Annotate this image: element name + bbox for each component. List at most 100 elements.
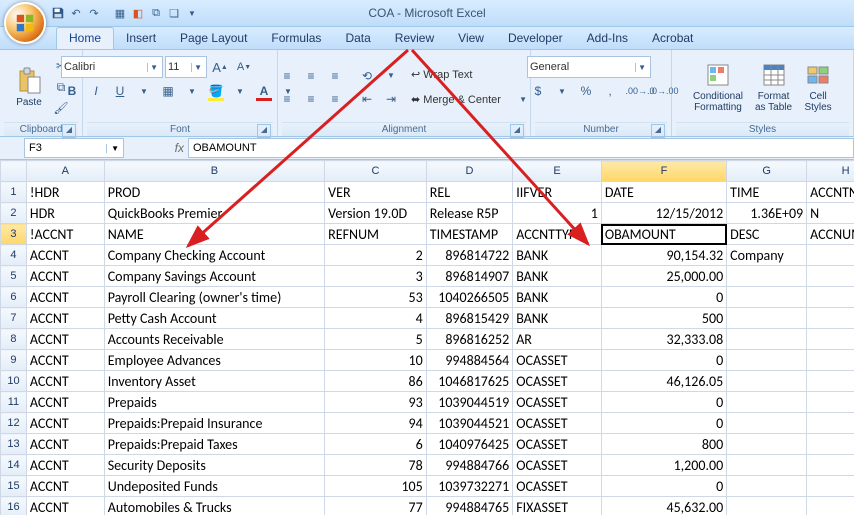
column-header-G[interactable]: G: [727, 161, 807, 182]
cell[interactable]: 1.36E+09: [727, 203, 807, 224]
cell[interactable]: Prepaids:Prepaid Insurance: [104, 413, 324, 434]
cell[interactable]: NAME: [104, 224, 324, 245]
cell[interactable]: HDR: [26, 203, 104, 224]
cell[interactable]: 1252: [807, 434, 854, 455]
cell[interactable]: 32,333.08: [601, 329, 726, 350]
cell[interactable]: TIMESTAMP: [426, 224, 512, 245]
cell[interactable]: DATE: [601, 182, 726, 203]
cell[interactable]: ACCNT: [26, 434, 104, 455]
cell[interactable]: 1310: [807, 350, 854, 371]
cell[interactable]: TIME: [727, 182, 807, 203]
row-header-16[interactable]: 16: [1, 497, 27, 515]
row-header-13[interactable]: 13: [1, 434, 27, 455]
cell[interactable]: 25,000.00: [601, 266, 726, 287]
tab-view[interactable]: View: [446, 28, 496, 49]
cell[interactable]: 1500: [807, 476, 854, 497]
format-as-table-button[interactable]: Format as Table: [750, 58, 797, 116]
cell[interactable]: [727, 434, 807, 455]
cell[interactable]: Company: [727, 245, 807, 266]
cell[interactable]: 46,126.05: [601, 371, 726, 392]
row-header-1[interactable]: 1: [1, 182, 27, 203]
cell[interactable]: 90,154.32: [601, 245, 726, 266]
cell[interactable]: 896814907: [426, 266, 512, 287]
cell[interactable]: 800: [601, 434, 726, 455]
cell[interactable]: OBAMOUNT: [601, 224, 726, 245]
cell[interactable]: VER: [325, 182, 427, 203]
italic-icon[interactable]: I: [85, 81, 107, 101]
increase-indent-icon[interactable]: ⇥: [380, 89, 402, 109]
spreadsheet-grid[interactable]: ABCDEFGH 1!HDRPRODVERRELIIFVERDATETIMEAC…: [0, 160, 854, 515]
tab-add-ins[interactable]: Add-Ins: [575, 28, 640, 49]
cell[interactable]: 896814722: [426, 245, 512, 266]
cell[interactable]: 12/15/2012: [601, 203, 726, 224]
cell[interactable]: Prepaids: [104, 392, 324, 413]
clipboard-dialog-launcher[interactable]: ◢: [62, 124, 76, 138]
cell[interactable]: [727, 308, 807, 329]
cell[interactable]: [727, 413, 807, 434]
column-header-H[interactable]: H: [807, 161, 854, 182]
cell[interactable]: [727, 455, 807, 476]
cell[interactable]: 6: [325, 434, 427, 455]
comma-icon[interactable]: ,: [599, 81, 621, 101]
cell[interactable]: [727, 350, 807, 371]
cell[interactable]: 0: [601, 350, 726, 371]
name-box[interactable]: F3▼: [24, 138, 124, 158]
cell[interactable]: 1210: [807, 329, 854, 350]
row-header-3[interactable]: 3: [1, 224, 27, 245]
select-all-corner[interactable]: [1, 161, 27, 182]
cell[interactable]: 94: [325, 413, 427, 434]
decrease-indent-icon[interactable]: ⇤: [356, 89, 378, 109]
border-icon[interactable]: ▦: [157, 81, 179, 101]
cell[interactable]: Inventory Asset: [104, 371, 324, 392]
cell[interactable]: 3: [325, 266, 427, 287]
cell[interactable]: AR: [513, 329, 602, 350]
cell[interactable]: 1255: [807, 413, 854, 434]
cell[interactable]: 500: [601, 308, 726, 329]
font-family-combo[interactable]: Calibri▼: [61, 56, 163, 78]
cell[interactable]: ACCNT: [26, 371, 104, 392]
fx-button[interactable]: fx: [124, 141, 188, 155]
column-header-A[interactable]: A: [26, 161, 104, 182]
cell[interactable]: ACCNTTYPE: [513, 224, 602, 245]
orientation-dropdown-icon[interactable]: ▼: [380, 66, 402, 86]
cell[interactable]: OCASSET: [513, 413, 602, 434]
cell[interactable]: ACCNT: [26, 476, 104, 497]
tab-review[interactable]: Review: [383, 28, 446, 49]
cell[interactable]: REFNUM: [325, 224, 427, 245]
cell[interactable]: ACCNT: [26, 497, 104, 515]
cell[interactable]: ACCNT: [26, 266, 104, 287]
tab-page-layout[interactable]: Page Layout: [168, 28, 259, 49]
cell[interactable]: QuickBooks Premier: [104, 203, 324, 224]
cell[interactable]: REL: [426, 182, 512, 203]
percent-icon[interactable]: %: [575, 81, 597, 101]
qat-icon-2[interactable]: ◧: [130, 5, 146, 21]
cell[interactable]: 1040976425: [426, 434, 512, 455]
tab-developer[interactable]: Developer: [496, 28, 575, 49]
qat-icon-1[interactable]: ▦: [112, 5, 128, 21]
cell[interactable]: FIXASSET: [513, 497, 602, 515]
cell[interactable]: 1: [513, 203, 602, 224]
column-header-B[interactable]: B: [104, 161, 324, 182]
cell[interactable]: BANK: [513, 266, 602, 287]
tab-insert[interactable]: Insert: [114, 28, 168, 49]
cell[interactable]: 0: [601, 413, 726, 434]
cell[interactable]: 1046817625: [426, 371, 512, 392]
row-header-8[interactable]: 8: [1, 329, 27, 350]
row-header-6[interactable]: 6: [1, 287, 27, 308]
cell[interactable]: 1140: [807, 308, 854, 329]
cell[interactable]: 0: [601, 287, 726, 308]
cell[interactable]: ACCNT: [26, 245, 104, 266]
row-header-7[interactable]: 7: [1, 308, 27, 329]
currency-dropdown-icon[interactable]: ▼: [551, 81, 573, 101]
cell[interactable]: Undeposited Funds: [104, 476, 324, 497]
cell[interactable]: OCASSET: [513, 476, 602, 497]
cell[interactable]: 994884766: [426, 455, 512, 476]
cell[interactable]: DESC: [727, 224, 807, 245]
row-header-14[interactable]: 14: [1, 455, 27, 476]
number-dialog-launcher[interactable]: ◢: [651, 124, 665, 138]
fill-color-dropdown-icon[interactable]: ▼: [229, 81, 251, 101]
border-dropdown-icon[interactable]: ▼: [181, 81, 203, 101]
formula-input[interactable]: OBAMOUNT: [188, 138, 854, 158]
cell[interactable]: Petty Cash Account: [104, 308, 324, 329]
fill-color-icon[interactable]: 🪣: [205, 81, 227, 101]
